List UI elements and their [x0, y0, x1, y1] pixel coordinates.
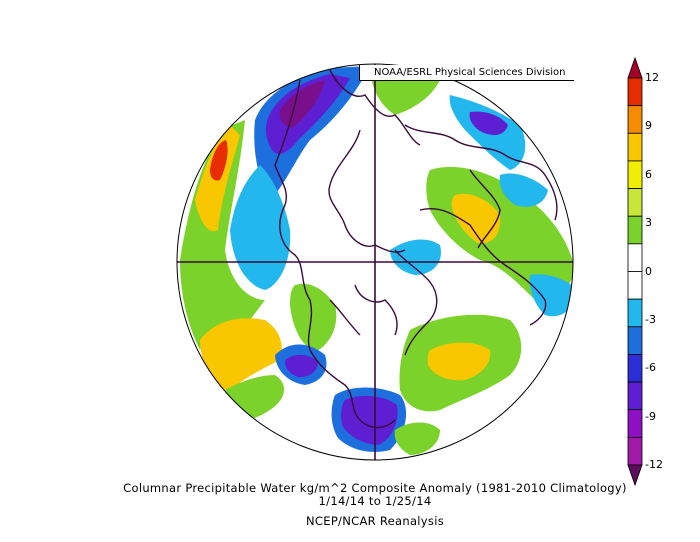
colorbar-swatch	[627, 409, 643, 438]
caption-date-range: 1/14/14 to 1/25/14	[318, 494, 432, 508]
atlantic-negative-anomaly	[390, 239, 441, 275]
colorbar-swatch	[627, 105, 643, 134]
colorbar-swatch	[627, 298, 643, 328]
alaska-negative-max	[279, 80, 325, 128]
coastlines	[274, 69, 558, 429]
colorbar-swatch	[627, 271, 643, 300]
europe-positive-core	[451, 193, 501, 244]
colorbar-bottom-arrow	[627, 464, 643, 487]
colorbar-swatch	[627, 160, 643, 189]
southeast-us-negative-core	[341, 395, 398, 445]
meridian-lines	[177, 64, 573, 460]
caribbean-positive-anomaly	[394, 422, 440, 455]
colorbar-swatch	[627, 326, 643, 355]
colorbar-swatch	[627, 381, 643, 411]
colorbar-swatch	[627, 243, 643, 272]
colorbar-swatch	[627, 132, 643, 162]
colorbar-tick-label: 6	[645, 167, 652, 181]
arctic-positive-anomaly	[370, 70, 440, 115]
colorbar-swatch	[627, 77, 643, 107]
west-coast-positive-anomaly	[290, 283, 337, 352]
caption-dataset: NCEP/NCAR Reanalysis	[306, 514, 444, 528]
colorbar-swatch	[627, 215, 643, 245]
central-us-negative-core	[284, 354, 318, 378]
colorbar-tick-label: -12	[645, 458, 663, 471]
colorbar-swatch	[627, 354, 643, 383]
caption-title: Columnar Precipitable Water kg/m^2 Compo…	[123, 481, 627, 495]
colorbar-tick-label: -6	[645, 361, 656, 375]
subtropical-positive-band	[200, 318, 282, 395]
colorbar-tick-label: 9	[645, 119, 652, 133]
colorbar-top-arrow	[627, 56, 643, 79]
map-boundary	[176, 63, 574, 461]
siberia-negative-core	[469, 111, 508, 136]
credit-label: NOAA/ESRL Physical Sciences Division	[359, 65, 574, 81]
pacific-positive-anomaly	[180, 120, 265, 350]
colorbar-swatch	[627, 188, 643, 217]
atlantic-positive-core	[427, 342, 491, 381]
colorbar-tick-label: 0	[645, 264, 652, 278]
central-asia-negative	[499, 173, 548, 207]
colorbar-tick-label: 3	[645, 216, 652, 230]
colorbar-swatch	[627, 436, 643, 466]
colorbar-tick-label: -3	[645, 312, 656, 326]
east-asia-negative	[529, 274, 573, 317]
north-pacific-negative	[230, 165, 291, 290]
colorbar-tick-label: -9	[645, 409, 656, 423]
colorbar-tick-label: 12	[645, 71, 659, 84]
pacific-hotspot	[210, 140, 228, 181]
colorbar	[627, 56, 643, 487]
